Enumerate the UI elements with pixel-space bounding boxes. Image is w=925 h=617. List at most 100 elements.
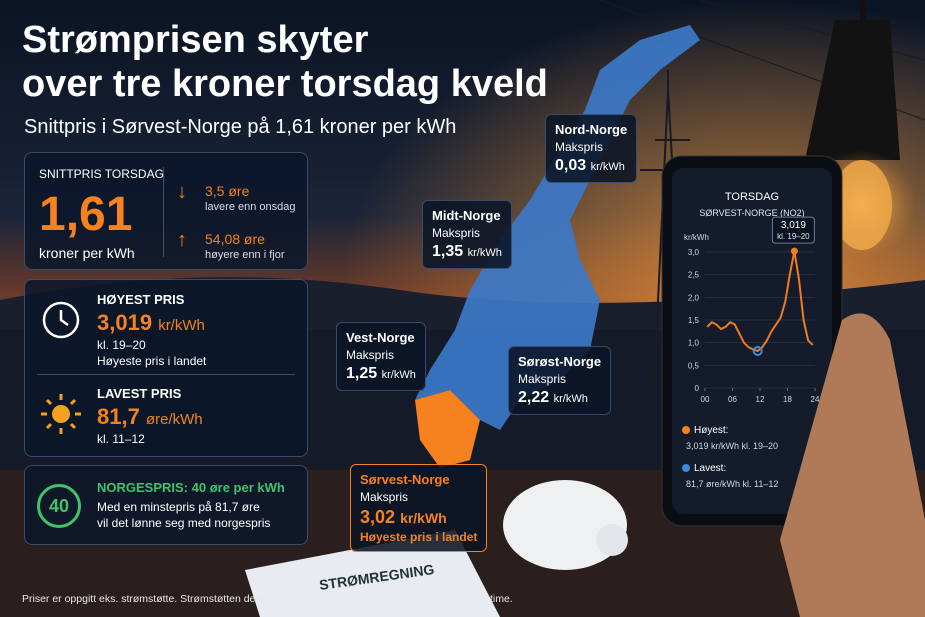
region-card: Nord-Norge Makspris 0,03 kr/kWh [545,114,638,184]
high-note: Høyeste pris i landet [97,354,207,368]
region-label: Makspris [518,371,567,386]
phone-area: SØRVEST-NORGE (NO2) [699,208,804,218]
hand [780,313,925,617]
norgespris-title: NORGESPRIS: 40 øre per kWh [97,480,285,495]
y-tick-label: 2,0 [688,293,700,302]
footer-note: Priser er oppgitt eks. strømstøtte. Strø… [22,593,513,605]
region-value: 0,03 [555,156,587,174]
norgespris-text: Med en minstepris på 81,7 øre [97,500,260,514]
annotation-time: kl. 19–20 [777,232,810,241]
divider [163,167,164,257]
region-price: 0,03 kr/kWh [555,155,627,177]
norgespris-card: 40 NORGESPRIS: 40 øre per kWh Med en min… [24,465,308,545]
annotation-box [771,216,815,244]
region-name: Vest-Norge [346,330,415,345]
region-price: 2,22 kr/kWh [518,387,601,409]
title-line: over tre kroner torsdag kveld [22,63,548,105]
subtitle: Snittpris i Sørvest-Norge på 1,61 kroner… [24,116,457,138]
arrow-down: ↓ [177,181,187,203]
map-norway [415,25,700,430]
x-tick-label: 12 [756,395,765,404]
change-amount: 54,08 øre [205,231,265,247]
region-name: Midt-Norge [432,208,501,223]
legend-low-dot [682,464,690,472]
legend-low-text: 81,7 øre/kWh kl. 11–12 [686,479,778,489]
legend-high-dot [682,426,690,434]
region-label: Makspris [432,225,481,240]
avg-unit: kroner per kWh [39,245,135,261]
extremes-card: HØYEST PRIS 3,019 kr/kWh kl. 19–20 Høyes… [24,279,308,457]
phone-day: TORSDAG [725,191,779,203]
x-tick-label: 18 [783,395,792,404]
change-text: høyere enn i fjor [205,249,285,261]
legend-high-text: 3,019 kr/kWh kl. 19–20 [686,441,778,451]
change-text: lavere enn onsdag [205,201,296,213]
sun-icon [41,394,81,434]
title-line: Strømprisen skyter [22,19,369,61]
high-time: kl. 19–20 [97,338,146,352]
region-unit: kr/kWh [590,160,625,173]
region-card: Midt-Norge Makspris 1,35 kr/kWh [422,200,512,270]
high-label: HØYEST PRIS [97,292,185,307]
region-price: 1,25 kr/kWh [346,363,416,385]
y-tick-label: 0,5 [688,361,700,370]
divider [37,374,295,375]
title: Strømprisen skyter over tre kroner torsd… [22,18,548,106]
region-value: 1,35 [432,242,464,260]
low-time: kl. 11–12 [97,432,145,446]
region-value: 2,22 [518,388,550,406]
clock-icon [42,301,80,339]
annotation-value: 3,019 [781,220,806,231]
min-marker [752,345,763,356]
piggy-bank [503,480,628,570]
low-value: 81,7 [97,404,140,429]
avg-label: SNITTPRIS TORSDAG [39,167,164,181]
region-card: Sørøst-Norge Makspris 2,22 kr/kWh [508,346,612,416]
price-line [706,250,814,353]
avg-value: 1,61 [39,188,133,241]
region-value: 3,02 [360,506,396,527]
region-price: 1,35 kr/kWh [432,241,502,263]
region-unit: kr/kWh [381,368,416,381]
y-tick-label: 1,5 [688,316,700,325]
y-axis-label: kr/kWh [684,233,709,242]
x-tick-label: 24 [811,395,820,404]
region-label: Makspris [360,489,409,504]
region-note: Høyeste pris i landet [360,530,478,545]
norgespris-text: vil det lønne seg med norgespris [97,516,271,530]
high-unit: kr/kWh [158,317,205,334]
region-label: Makspris [346,347,395,362]
x-tick-label: 00 [701,395,710,404]
low-label: LAVEST PRIS [97,386,182,401]
region-label: Makspris [555,139,604,154]
region-unit: kr/kWh [400,509,447,526]
region-value: 1,25 [346,364,378,382]
low-unit: øre/kWh [145,411,203,428]
legend-low-label: Lavest: [694,463,726,474]
y-tick-label: 1,0 [688,339,700,348]
phone [661,155,843,527]
x-tick-label: 06 [728,395,737,404]
region-unit: kr/kWh [553,392,588,405]
region-card: Sørvest-Norge Makspris 3,02 kr/kWh Høyes… [350,464,488,553]
y-tick-label: 0 [695,384,700,393]
region-unit: kr/kWh [467,246,502,259]
price-chart: kr/kWh 0 0,5 1,0 1,5 2,0 2,5 3,0 00 06 12 18 24 3,019… [684,216,820,404]
peak-marker [790,247,798,255]
norgespris-badge: 40 [37,484,81,528]
region-price: 3,02 kr/kWh [360,505,477,529]
high-value-row: 3,019 kr/kWh [97,310,205,336]
high-value: 3,019 [97,310,153,335]
map-sorvest [415,390,480,468]
region-name: Sørøst-Norge [518,354,602,369]
low-value-row: 81,7 øre/kWh [97,404,203,430]
avg-card: SNITTPRIS TORSDAG 1,61 kroner per kWh ↓ … [24,152,308,270]
y-tick-label: 2,5 [688,271,700,280]
legend-high-label: Høyest: [694,425,728,436]
region-name: Nord-Norge [555,122,628,137]
change-amount: 3,5 øre [205,183,250,199]
region-name: Sørvest-Norge [360,472,450,487]
region-card: Vest-Norge Makspris 1,25 kr/kWh [336,322,426,392]
